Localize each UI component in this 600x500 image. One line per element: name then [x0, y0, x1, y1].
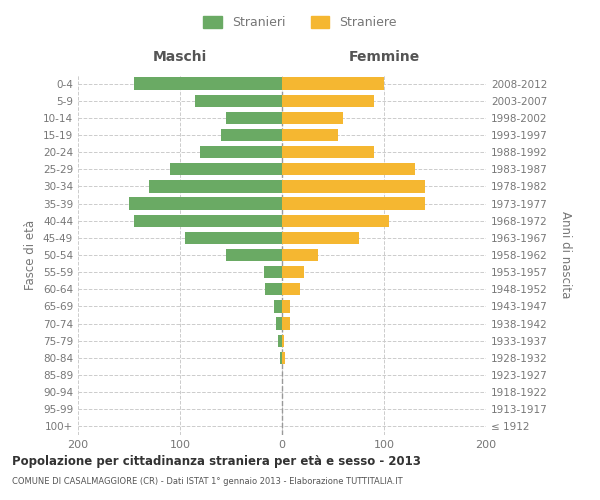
Bar: [226, 249, 282, 261]
Bar: [134, 214, 282, 227]
Bar: [263, 266, 282, 278]
Bar: [278, 334, 282, 347]
Bar: [282, 112, 343, 124]
Bar: [282, 146, 374, 158]
Bar: [282, 198, 425, 209]
Bar: [226, 112, 282, 124]
Bar: [282, 249, 318, 261]
Bar: [221, 129, 282, 141]
Bar: [200, 146, 282, 158]
Bar: [282, 214, 389, 227]
Bar: [196, 94, 282, 107]
Bar: [282, 334, 284, 347]
Y-axis label: Fasce di età: Fasce di età: [25, 220, 37, 290]
Bar: [170, 163, 282, 175]
Bar: [282, 180, 425, 192]
Bar: [282, 318, 290, 330]
Y-axis label: Anni di nascita: Anni di nascita: [559, 212, 572, 298]
Bar: [282, 94, 374, 107]
Bar: [149, 180, 282, 192]
Bar: [282, 129, 338, 141]
Legend: Stranieri, Straniere: Stranieri, Straniere: [198, 11, 402, 34]
Bar: [276, 318, 282, 330]
Bar: [280, 352, 282, 364]
Text: Popolazione per cittadinanza straniera per età e sesso - 2013: Popolazione per cittadinanza straniera p…: [12, 455, 421, 468]
Text: Maschi: Maschi: [153, 50, 207, 64]
Bar: [282, 300, 290, 312]
Bar: [185, 232, 282, 244]
Bar: [282, 163, 415, 175]
Bar: [129, 198, 282, 209]
Bar: [134, 78, 282, 90]
Bar: [265, 283, 282, 296]
Bar: [282, 266, 304, 278]
Bar: [274, 300, 282, 312]
Bar: [282, 232, 359, 244]
Text: COMUNE DI CASALMAGGIORE (CR) - Dati ISTAT 1° gennaio 2013 - Elaborazione TUTTITA: COMUNE DI CASALMAGGIORE (CR) - Dati ISTA…: [12, 478, 403, 486]
Bar: [282, 352, 285, 364]
Bar: [282, 283, 301, 296]
Text: Femmine: Femmine: [349, 50, 419, 64]
Bar: [282, 78, 384, 90]
